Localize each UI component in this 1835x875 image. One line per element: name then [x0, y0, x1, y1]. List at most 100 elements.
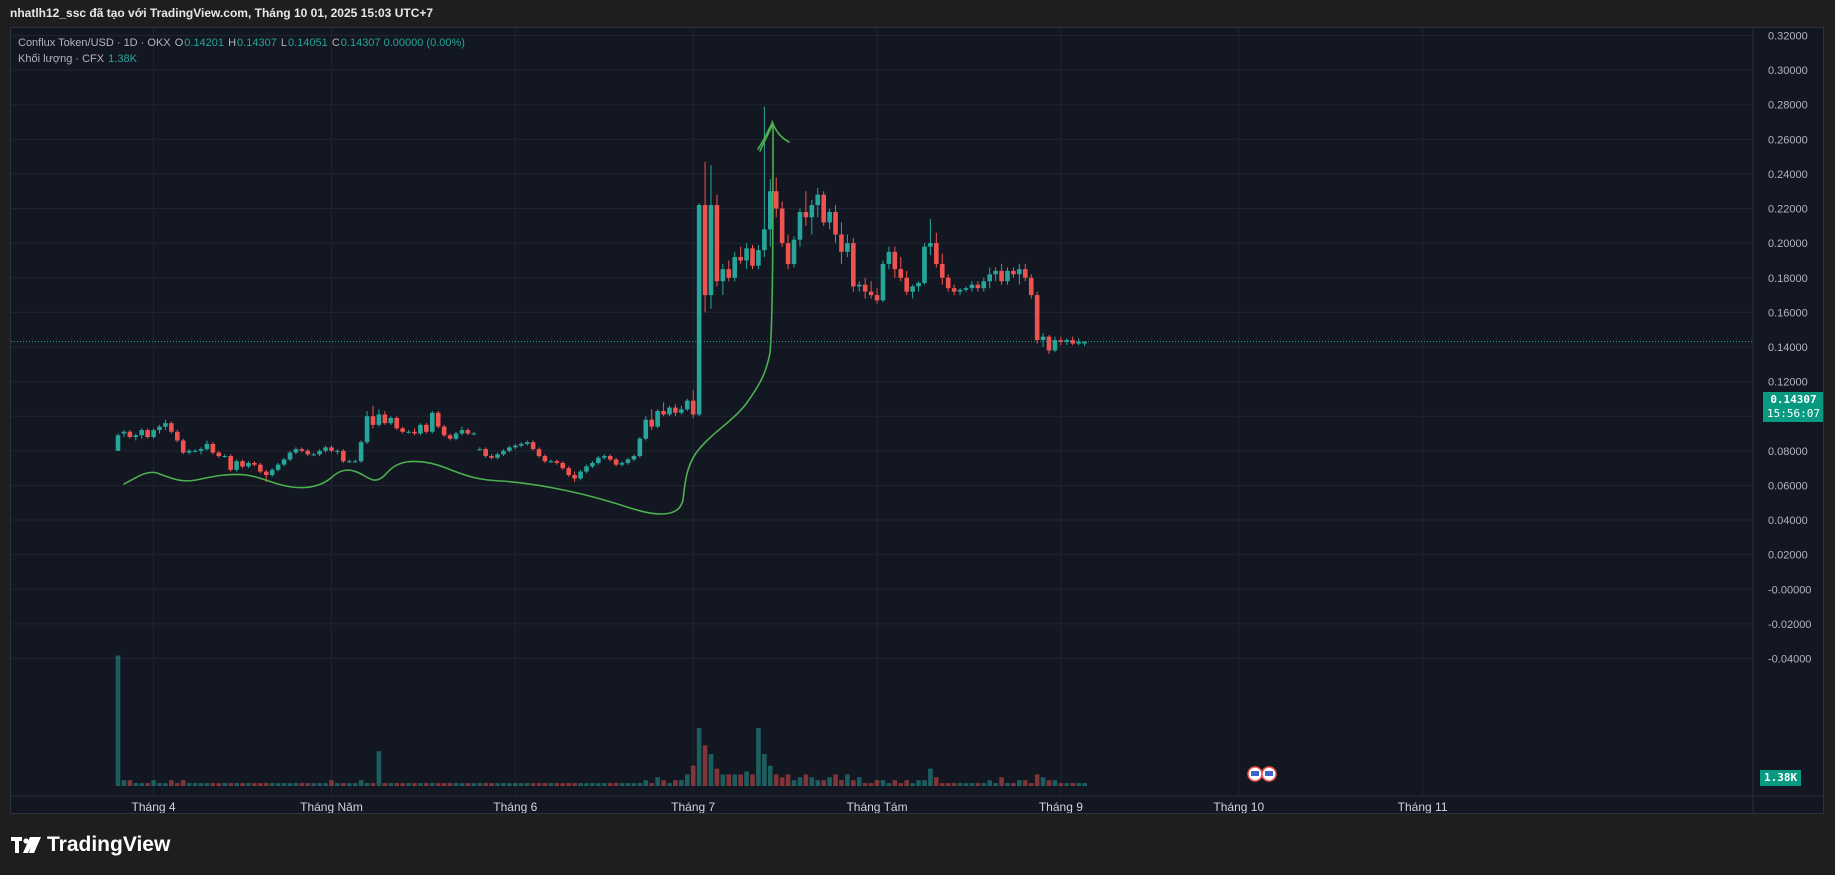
volume-bar: [815, 780, 821, 786]
candle-body: [993, 270, 998, 275]
volume-bar: [951, 783, 957, 786]
volume-bar: [999, 777, 1004, 786]
candle-body: [1046, 336, 1052, 351]
volume-bar: [643, 780, 649, 786]
candle-body: [637, 438, 643, 457]
candle-body: [169, 423, 174, 432]
legend-open-value: 0.14201: [184, 37, 225, 49]
volume-bar: [649, 783, 654, 786]
chart-frame[interactable]: 0.32000 0.30000 0.28000 0.26000 0.24000 0.220…: [10, 27, 1824, 814]
candle-body: [726, 269, 732, 278]
candle-body: [851, 243, 856, 287]
candle-body: [252, 462, 257, 465]
candle-body: [1040, 336, 1046, 341]
candle-body: [1022, 269, 1028, 278]
candle-body: [418, 424, 423, 434]
candle-body: [394, 417, 400, 429]
y-tick-label: 0.14000: [1768, 342, 1808, 354]
candle-body: [928, 243, 933, 247]
annotation-curve: [123, 120, 774, 515]
x-tick-label: Tháng 9: [1039, 800, 1083, 814]
candle-body: [590, 462, 595, 467]
volume-bar: [791, 780, 797, 786]
candle-body: [477, 449, 483, 451]
candle-body: [269, 469, 275, 476]
candle-body: [768, 191, 773, 230]
volume-bar: [115, 655, 121, 786]
volume-bar: [566, 783, 571, 786]
candle-body: [578, 471, 583, 479]
volume-bar: [619, 783, 625, 786]
volume-bar: [1064, 783, 1070, 786]
candle-body: [382, 414, 388, 424]
volume-bar: [773, 774, 779, 786]
volume-bar: [252, 783, 257, 786]
candle-body: [744, 248, 749, 261]
x-tick-label: Tháng Năm: [300, 800, 363, 814]
candle-body: [839, 234, 844, 252]
volume-bar: [234, 783, 239, 786]
volume-bar: [163, 783, 168, 786]
volume-bar: [934, 777, 939, 786]
event-flag-icon-fill: [1265, 771, 1273, 776]
candle-body: [797, 212, 803, 240]
volume-bar: [317, 783, 322, 786]
volume-bar: [945, 783, 951, 786]
candle-body: [198, 449, 204, 451]
candle-body: [613, 459, 619, 465]
volume-bar: [536, 783, 542, 786]
y-tick-label: -0.02000: [1768, 619, 1811, 631]
legend-volume-row: Khối lượng · CFX 1.38K: [18, 51, 466, 67]
legend-symbol[interactable]: Conflux Token/USD · 1D · OKX: [18, 37, 171, 49]
volume-bar: [293, 783, 299, 786]
candlestick-chart[interactable]: 0.32000 0.30000 0.28000 0.26000 0.24000 0.220…: [11, 28, 1824, 814]
candle-body: [1005, 270, 1010, 282]
volume-bar: [341, 783, 346, 786]
candle-body: [957, 289, 963, 292]
volume-bar: [424, 783, 429, 786]
x-tick-label: Tháng 7: [671, 800, 715, 814]
plot-background: [11, 28, 1823, 813]
candle-body: [868, 291, 874, 296]
candle-body: [258, 464, 263, 472]
candle-body: [1064, 340, 1070, 342]
candle-body: [293, 449, 299, 453]
candle-body: [192, 450, 198, 452]
volume-bar: [287, 783, 293, 786]
volume-bar: [246, 783, 251, 786]
volume-bar: [785, 774, 791, 786]
volume-bar: [305, 783, 311, 786]
volume-bar: [856, 777, 862, 786]
x-tick-label: Tháng 6: [493, 800, 537, 814]
volume-bar: [851, 780, 856, 786]
volume-bar: [714, 768, 720, 786]
tradingview-logo[interactable]: TradingView: [11, 833, 170, 856]
candle-body: [904, 277, 909, 292]
candle-body: [341, 450, 346, 462]
volume-bar: [601, 783, 607, 786]
volume-bar: [311, 783, 316, 786]
volume-bar: [471, 783, 477, 786]
candle-body: [756, 250, 761, 266]
volume-bar: [145, 783, 150, 786]
event-flag-icon-fill: [1251, 771, 1259, 776]
volume-bar: [750, 774, 755, 786]
candle-body: [548, 461, 554, 463]
volume-bar: [216, 783, 222, 786]
volume-bar: [489, 783, 494, 786]
x-tick-label: Tháng 10: [1213, 800, 1264, 814]
volume-bar: [240, 783, 245, 786]
volume-bar: [572, 783, 577, 786]
volume-bar: [880, 780, 886, 786]
volume-bar: [1058, 783, 1064, 786]
volume-bar: [192, 783, 198, 786]
legend-volume-label[interactable]: Khối lượng · CFX: [18, 53, 105, 65]
candle-body: [827, 212, 832, 223]
candle-body: [412, 431, 417, 434]
volume-bar: [1034, 774, 1040, 786]
candle-body: [240, 461, 245, 467]
tradingview-logo-icon: [11, 836, 41, 853]
candle-body: [750, 248, 755, 266]
volume-bar: [169, 780, 174, 786]
legend-close-label: C: [331, 37, 340, 49]
